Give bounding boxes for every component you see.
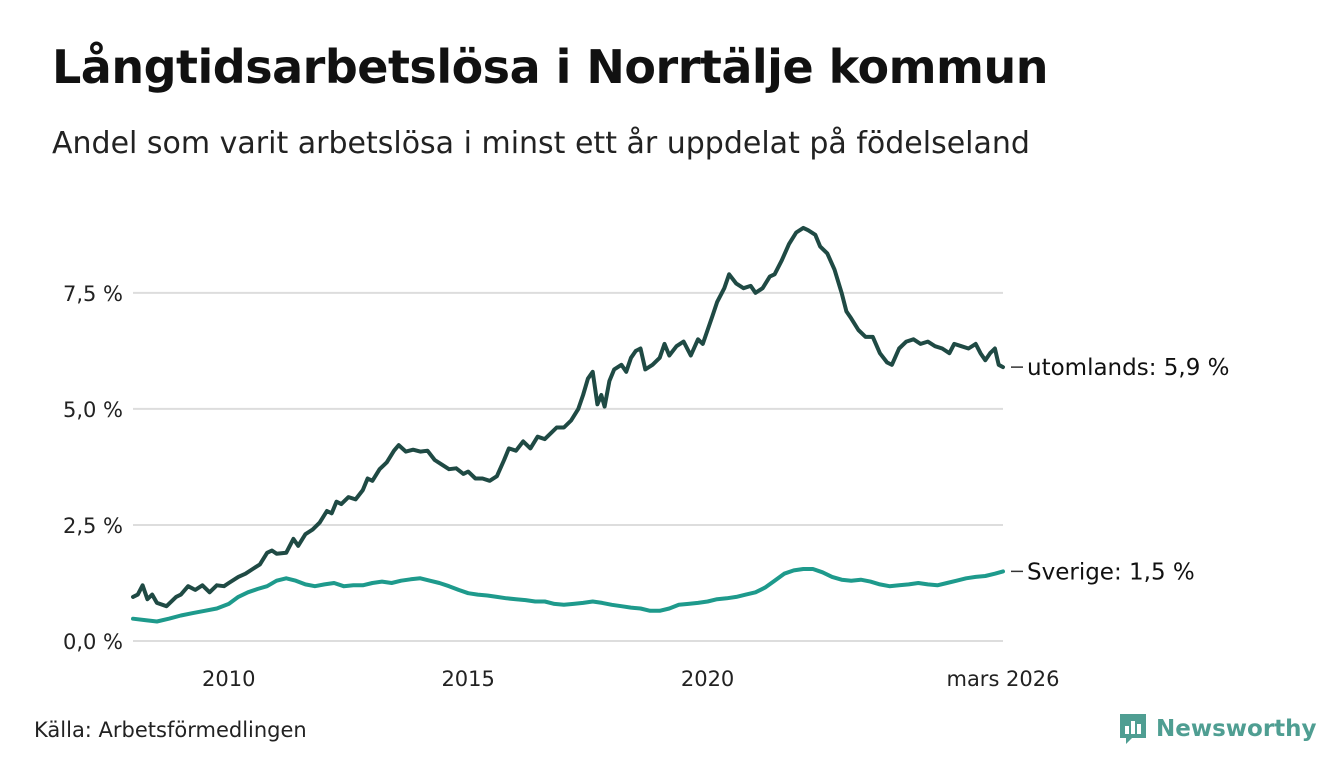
y-tick-label: 7,5 % [63,282,123,306]
y-axis-tick-labels: 0,0 % 2,5 % 5,0 % 7,5 % [63,282,123,654]
series-line-sverige [131,567,1005,624]
x-tick-label: 2020 [681,667,734,691]
x-axis-tick-labels: 2010 2015 2020 mars 2026 [202,667,1059,691]
y-tick-label: 2,5 % [63,514,123,538]
end-label-sverige: Sverige: 1,5 % [1027,559,1195,585]
newsworthy-logo: Newsworthy [1118,712,1317,746]
chart-title: Långtidsarbetslösa i Norrtälje kommun [52,40,1048,94]
data-series [131,225,1005,624]
grid-lines [133,291,1003,642]
newsworthy-logo-text: Newsworthy [1156,716,1317,742]
x-tick-label: mars 2026 [946,667,1059,691]
series-end-labels: utomlands: 5,9 % Sverige: 1,5 % [1011,355,1230,585]
x-tick-label: 2010 [202,667,255,691]
y-tick-label: 5,0 % [63,398,123,422]
y-tick-label: 0,0 % [63,630,123,654]
source-note: Källa: Arbetsförmedlingen [34,718,307,742]
x-tick-label: 2015 [441,667,494,691]
newsworthy-logo-icon [1120,714,1146,744]
chart-subtitle: Andel som varit arbetslösa i minst ett å… [52,126,1030,161]
end-label-utomlands: utomlands: 5,9 % [1027,355,1230,381]
series-line-utomlands [131,225,1005,609]
